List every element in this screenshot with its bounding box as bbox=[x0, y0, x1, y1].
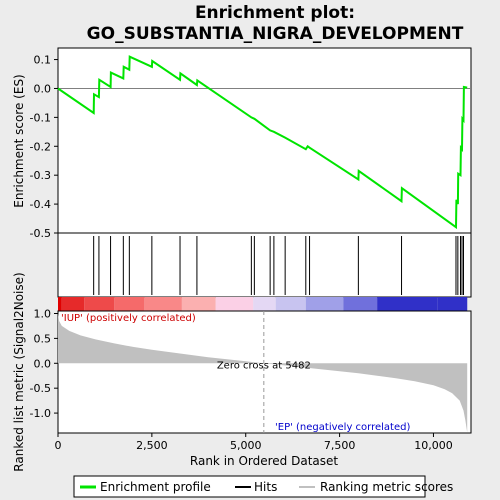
heat-bar-segment bbox=[144, 297, 182, 311]
enrichment-profile-line bbox=[57, 55, 468, 230]
ranking-metric-area bbox=[58, 313, 468, 432]
metric-y-tick-label: 0.0 bbox=[34, 357, 52, 370]
metric-x-ticks: 0 2,500 5,000 7,500 10,000 bbox=[55, 433, 453, 452]
heat-bar-segment bbox=[58, 297, 62, 311]
heat-bar-segment bbox=[275, 297, 306, 311]
zero-cross-annotation: Zero cross at 5482 bbox=[217, 360, 311, 371]
x-tick-label: 10,000 bbox=[414, 439, 453, 452]
x-tick-label: 5,000 bbox=[230, 439, 262, 452]
legend-enrichment-label: Enrichment profile bbox=[100, 480, 211, 494]
negative-correlation-label: 'EP' (negatively correlated) bbox=[275, 422, 410, 433]
rank-heat-bar bbox=[58, 297, 468, 311]
metric-y-tick-label: 1.0 bbox=[34, 307, 52, 320]
heat-bar-segment bbox=[253, 297, 276, 311]
es-y-tick-label: -0.2 bbox=[30, 140, 51, 153]
heat-bar-segment bbox=[437, 297, 468, 311]
x-tick-label: 7,500 bbox=[324, 439, 356, 452]
es-y-axis-label: Enrichment score (ES) bbox=[12, 74, 26, 207]
es-y-tick-label: 0.1 bbox=[34, 54, 52, 67]
legend-metric-label: Ranking metric scores bbox=[320, 480, 453, 494]
metric-y-tick-label: 0.5 bbox=[34, 332, 52, 345]
es-y-tick-label: -0.5 bbox=[30, 227, 51, 240]
metric-y-tick-label: -1.0 bbox=[30, 407, 51, 420]
chart-title-line1: Enrichment plot: bbox=[195, 3, 355, 23]
heat-bar-segment bbox=[84, 297, 115, 311]
heat-bar-segment bbox=[377, 297, 438, 311]
heat-bar-segment bbox=[181, 297, 216, 311]
es-y-tick-label: 0.0 bbox=[34, 82, 52, 95]
heat-bar-segment bbox=[114, 297, 145, 311]
x-axis-label: Rank in Ordered Dataset bbox=[190, 454, 338, 468]
metric-y-tick-label: -0.5 bbox=[30, 382, 51, 395]
es-y-tick-label: -0.1 bbox=[30, 111, 51, 124]
hits-panel bbox=[57, 232, 472, 298]
es-y-tick-label: -0.4 bbox=[30, 198, 51, 211]
heat-bar-segment bbox=[343, 297, 378, 311]
chart-title-line2: GO_SUBSTANTIA_NIGRA_DEVELOPMENT bbox=[87, 24, 464, 44]
metric-y-ticks: 1.0 0.5 0.0 -0.5 -1.0 bbox=[30, 307, 58, 420]
metric-y-axis-label: Ranked list metric (Signal2Noise) bbox=[12, 272, 26, 471]
x-tick-label: 0 bbox=[55, 439, 62, 452]
heat-bar-segment bbox=[215, 297, 254, 311]
heat-bar-segment bbox=[305, 297, 344, 311]
x-tick-label: 2,500 bbox=[136, 439, 168, 452]
es-y-ticks: 0.1 0.0 -0.1 -0.2 -0.3 -0.4 -0.5 bbox=[30, 54, 58, 240]
heat-bar-segment bbox=[61, 297, 85, 311]
hit-marks bbox=[93, 236, 464, 295]
legend-hits-label: Hits bbox=[254, 480, 277, 494]
es-y-tick-label: -0.3 bbox=[30, 169, 51, 182]
positive-correlation-label: 'IUP' (positively correlated) bbox=[61, 313, 196, 324]
